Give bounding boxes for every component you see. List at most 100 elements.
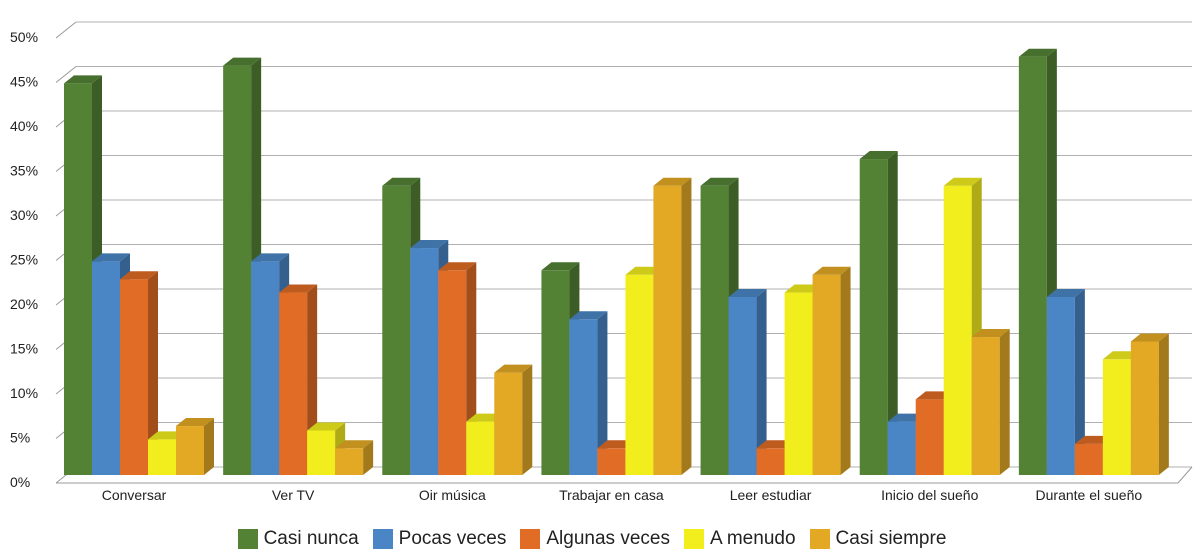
legend: Casi nunca Pocas veces Algunas veces A menu… [0, 526, 1198, 552]
bar-front [859, 159, 888, 476]
y-tick-label: 15% [10, 341, 38, 357]
bar-front [438, 270, 467, 475]
bar [859, 151, 898, 476]
legend-item: Pocas veces [372, 528, 507, 550]
legend-item: Casi siempre [809, 528, 946, 550]
bar-side [1074, 289, 1085, 475]
bar [494, 364, 533, 475]
bar-front [915, 399, 944, 475]
legend-swatch [237, 529, 258, 549]
x-category-label: Ver TV [272, 487, 315, 503]
bar-top [279, 284, 318, 293]
bar-top [410, 240, 449, 249]
y-axis-ticks: 0% 5% 10% 15% 20% 25% 30% 35% 40% 45% 50% [10, 29, 38, 490]
x-category-label: Conversar [102, 487, 167, 503]
bar-top [653, 177, 692, 186]
bar-front [653, 185, 682, 475]
bar-front [728, 297, 757, 475]
bar-top [1018, 48, 1057, 57]
bar-top [812, 266, 851, 275]
bar [812, 266, 851, 475]
bar-front [784, 292, 813, 475]
bar-front [279, 292, 308, 475]
bar-top [223, 57, 262, 66]
bar-side [1158, 333, 1169, 475]
bar-front [64, 83, 92, 476]
bar-front [148, 439, 176, 475]
bar-front [756, 448, 785, 475]
bar-top [700, 177, 739, 186]
legend-item: Algunas veces [520, 528, 670, 550]
legend-swatch [809, 529, 830, 549]
bar-side [363, 440, 374, 475]
bar [653, 177, 692, 475]
bar-front [1074, 443, 1103, 475]
bar-top [494, 364, 533, 373]
bar [176, 418, 214, 475]
bar-front [625, 274, 654, 475]
bar-front [597, 448, 626, 475]
bar-front [1102, 359, 1131, 475]
bar-top [943, 177, 982, 186]
bar [438, 262, 477, 475]
y-tick-label: 35% [10, 163, 38, 179]
legend-item: A menudo [683, 528, 796, 550]
floor-edge [1177, 466, 1193, 484]
x-category-label: Leer estudiar [730, 487, 812, 503]
legend-label: Casi nunca [263, 528, 359, 549]
bar-side [999, 329, 1010, 475]
bar [728, 289, 767, 475]
bar-top [120, 271, 158, 280]
bar-front [251, 261, 280, 475]
legend-label: Pocas veces [398, 528, 507, 549]
bar [569, 311, 608, 475]
bar-front [812, 274, 841, 475]
bar-top [1130, 333, 1169, 342]
bar-front [943, 185, 972, 475]
bar-front [1130, 341, 1159, 475]
legend-swatch [520, 529, 541, 549]
bar-front [223, 65, 252, 475]
x-category-label: Trabajar en casa [559, 487, 664, 503]
bar-side [756, 289, 767, 475]
bar-front [887, 421, 916, 475]
y-tick-label: 40% [10, 118, 38, 134]
bar-top [64, 75, 102, 84]
bar-top [251, 253, 290, 262]
bar-front [700, 185, 729, 475]
bar-front [176, 426, 204, 475]
bar [1130, 333, 1169, 475]
bar-top [728, 289, 767, 297]
bar-top [569, 311, 608, 320]
y-tick-label: 5% [10, 430, 30, 446]
bar-front [541, 270, 570, 475]
bar-side [887, 151, 898, 476]
y-tick-label: 0% [10, 474, 30, 490]
bar-front [307, 430, 336, 475]
bar-chart: 0% 5% 10% 15% 20% 25% 30% 35% 40% 45% 50% Conversa… [10, 21, 1193, 503]
bar-side [148, 271, 158, 475]
y-tick-label: 45% [10, 74, 38, 90]
bar-top [1046, 289, 1085, 297]
bar [971, 329, 1010, 475]
bar-side [204, 418, 214, 475]
bar [335, 440, 374, 475]
bar-top [382, 177, 421, 186]
bar [1046, 289, 1085, 475]
grid-line-diagonal [55, 21, 77, 39]
y-tick-label: 50% [10, 29, 38, 45]
y-tick-label: 10% [10, 385, 38, 401]
bar-side [597, 311, 608, 475]
legend-swatch [683, 529, 704, 549]
bar-top [971, 329, 1010, 338]
bar-front [569, 319, 598, 475]
bar-side [522, 364, 533, 475]
y-tick-label: 20% [10, 296, 38, 312]
bar-top [859, 151, 898, 160]
bar-front [971, 337, 1000, 475]
bar-top [541, 262, 580, 271]
bar-front [120, 279, 148, 475]
x-category-label: Durante el sueño [1036, 487, 1143, 503]
bar [120, 271, 158, 475]
bar-front [1018, 56, 1047, 475]
